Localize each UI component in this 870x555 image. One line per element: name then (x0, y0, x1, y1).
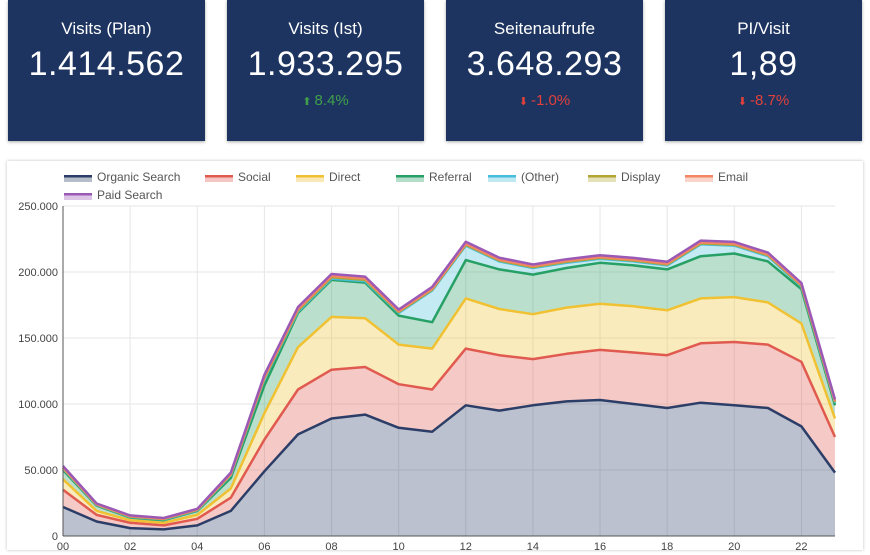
x-tick-label: 00 (57, 541, 69, 550)
y-tick-label: 100.000 (18, 399, 58, 411)
kpi-title: Visits (Ist) (288, 19, 363, 38)
legend: Organic Search Social Direct Referral (Other… (64, 170, 748, 202)
series-lines (62, 239, 837, 531)
arrow-down-icon: ⬇ (518, 96, 529, 108)
areas (63, 240, 835, 536)
x-tick-label: 16 (594, 541, 606, 550)
area-direct (63, 297, 835, 526)
legend-swatch-line (685, 175, 713, 178)
legend-item-direct: Direct (296, 170, 361, 184)
kpi-card-visits-ist: Visits (Ist) 1.933.295 ⬆ 8.4% (227, 0, 424, 141)
legend-swatch-line (64, 193, 92, 196)
traffic-chart-panel: 0 50.000 100.000 150.000 200.000 250.000 00 02 0… (7, 161, 863, 553)
legend-label: Organic Search (97, 170, 180, 184)
line-organic-search (62, 398, 837, 531)
traffic-area-chart: 0 50.000 100.000 150.000 200.000 250.000 00 02 0… (18, 170, 837, 553)
legend-item-other: (Other) (488, 170, 559, 184)
kpi-card-visits-plan: Visits (Plan) 1.414.562 (8, 0, 205, 141)
y-tick-label: 150.000 (18, 333, 58, 345)
legend-item-organic-search: Organic Search (64, 170, 180, 184)
legend-swatch (685, 176, 713, 182)
arrow-down-icon: ⬇ (737, 96, 748, 108)
kpi-change-value: -1.0% (531, 92, 571, 109)
x-tick-label: 06 (258, 541, 270, 550)
legend-item-paid-search: Paid Search (64, 188, 162, 202)
x-tick-label: 10 (393, 541, 405, 550)
kpi-value: 1.414.562 (28, 45, 185, 83)
legend-swatch (64, 176, 92, 182)
legend-label: Display (621, 170, 660, 184)
kpi-value: 3.648.293 (466, 45, 623, 83)
kpi-change-value: -8.7% (750, 92, 790, 109)
kpi-card-pi-visit: PI/Visit 1,89 ⬇ -8.7% (665, 0, 862, 141)
kpi-title: Seitenaufrufe (493, 19, 596, 38)
legend-item-display: Display (588, 170, 660, 184)
y-tick-label: 200.000 (18, 267, 58, 279)
line-paid-search (62, 239, 837, 520)
x-tick-label: 14 (527, 541, 539, 550)
area-social (63, 342, 835, 530)
kpi-card-seitenaufrufe: Seitenaufrufe 3.648.293 ⬇ -1.0% (446, 0, 643, 141)
arrow-up-icon: ⬆ (302, 96, 312, 108)
legend-swatch-line (296, 175, 324, 178)
x-tick-label: 22 (795, 541, 807, 550)
legend-swatch (488, 176, 516, 182)
legend-label: (Other) (521, 170, 559, 184)
legend-swatch-line (588, 175, 616, 178)
x-tick-label: 08 (325, 541, 337, 550)
x-tick-label: 02 (124, 541, 136, 550)
area-referral (63, 253, 835, 523)
y-tick-label: 250.000 (18, 201, 58, 213)
kpi-title: Visits (Plan) (61, 19, 152, 38)
line-social (62, 340, 837, 527)
legend-swatch-line (396, 175, 424, 178)
y-tick-label: 50.000 (24, 465, 58, 477)
legend-item-referral: Referral (396, 170, 472, 184)
legend-swatch-line (488, 175, 516, 178)
legend-swatch-line (205, 175, 233, 178)
legend-item-social: Social (205, 170, 271, 184)
x-tick-label: 12 (460, 541, 472, 550)
legend-swatch (588, 176, 616, 182)
kpi-title: PI/Visit (737, 19, 790, 38)
kpi-change: ⬇ -8.7% (665, 92, 862, 109)
legend-swatch (296, 176, 324, 182)
legend-swatch (64, 194, 92, 200)
legend-label: Social (238, 170, 271, 184)
legend-swatch-line (64, 175, 92, 178)
legend-label: Paid Search (97, 188, 162, 202)
grid (62, 205, 835, 537)
legend-label: Referral (429, 170, 472, 184)
x-tick-label: 04 (191, 541, 203, 550)
y-tick-label: 0 (52, 531, 58, 543)
legend-swatch (396, 176, 424, 182)
line-direct (62, 295, 837, 525)
kpi-value: 1,89 (729, 45, 798, 83)
kpi-value: 1.933.295 (247, 45, 404, 83)
legend-label: Direct (329, 170, 361, 184)
legend-swatch (205, 176, 233, 182)
x-tick-label: 20 (728, 541, 740, 550)
kpi-change-value: 8.4% (314, 92, 349, 109)
legend-label: Email (718, 170, 748, 184)
area-organic-search (63, 400, 835, 536)
kpi-change: ⬇ -1.0% (446, 92, 643, 109)
kpi-change: ⬆ 8.4% (227, 92, 424, 109)
x-tick-label: 18 (661, 541, 673, 550)
legend-item-email: Email (685, 170, 748, 184)
